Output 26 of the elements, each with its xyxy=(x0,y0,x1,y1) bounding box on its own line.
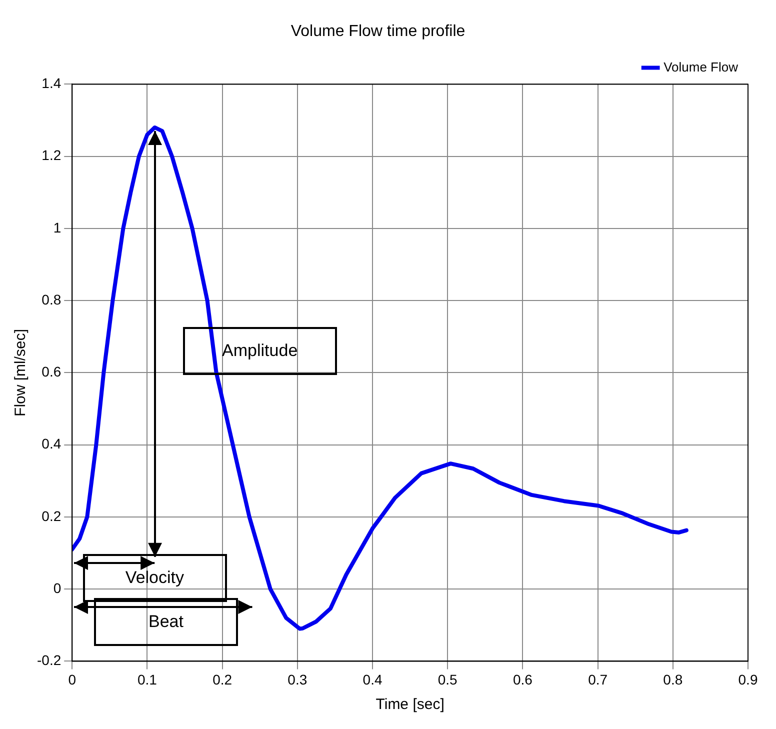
x-tick-label: 0.6 xyxy=(512,671,533,688)
y-tick-label: 1 xyxy=(53,219,62,236)
annotation: Velocity xyxy=(82,554,227,602)
y-tick-label: 1.2 xyxy=(42,147,62,164)
y-tick-label: 0.4 xyxy=(42,436,62,452)
x-tick-label: 0.3 xyxy=(288,671,308,688)
y-tick-label: -0.2 xyxy=(37,652,62,668)
chart-title: Volume Flow time profile xyxy=(290,23,466,40)
y-tick-label: 0.6 xyxy=(42,364,62,380)
x-tick-label: 0.4 xyxy=(362,671,382,688)
y-tick-label: 0.8 xyxy=(42,291,62,308)
y-tick-label: 0.2 xyxy=(42,508,62,524)
legend-label: Volume Flow xyxy=(664,59,739,74)
annotation: Amplitude xyxy=(182,327,337,376)
x-tick-label: 0.9 xyxy=(738,671,758,688)
x-tick-label: 0 xyxy=(68,671,76,688)
annotation: Beat xyxy=(94,598,238,646)
x-tick-label: 0.2 xyxy=(212,671,232,688)
y-axis-title: Flow [ml/sec] xyxy=(12,328,30,416)
x-tick-label: 0.1 xyxy=(137,671,158,688)
x-tick-label: 0.7 xyxy=(588,671,608,688)
x-tick-label: 0.5 xyxy=(438,671,458,688)
x-axis-title: Time [sec] xyxy=(376,696,444,714)
y-tick-label: 0 xyxy=(53,580,62,596)
y-tick-label: 1.4 xyxy=(42,75,62,92)
x-tick-label: 0.8 xyxy=(663,671,683,688)
